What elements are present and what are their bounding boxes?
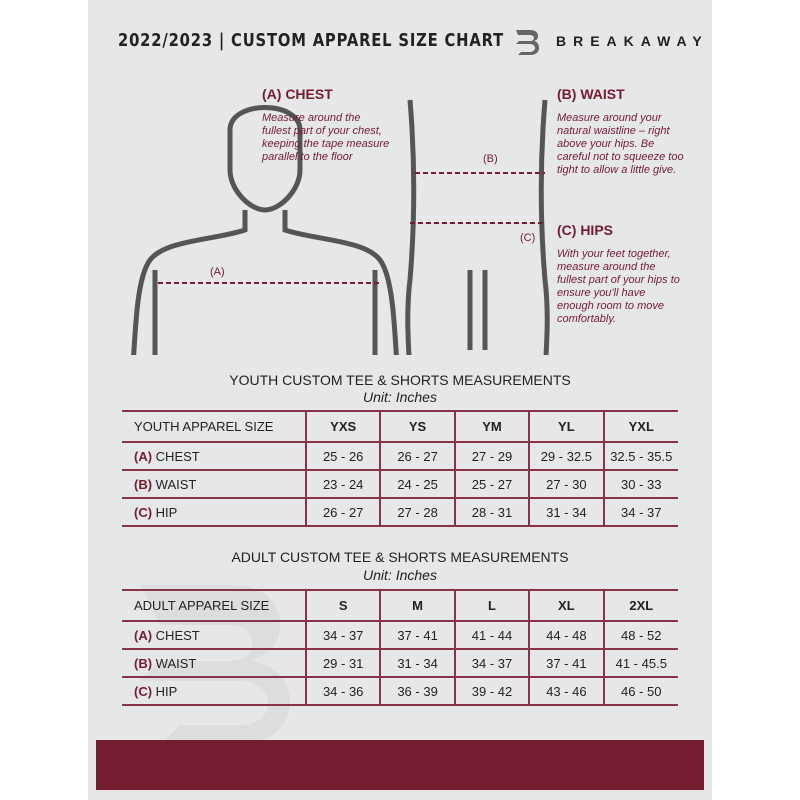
- table-header-row: ADULT APPAREL SIZE S M L XL 2XL: [122, 589, 678, 622]
- cell: 23 - 24: [304, 469, 381, 499]
- row-label: (C) HIP: [122, 676, 306, 706]
- cell: 32.5 - 35.5: [602, 441, 678, 471]
- row-label: (B) WAIST: [122, 469, 306, 499]
- cell: 25 - 27: [453, 469, 530, 499]
- size-header: M: [379, 589, 455, 622]
- waist-instructions: Measure around your natural waistline – …: [557, 112, 684, 176]
- table-row: (A) CHEST 34 - 37 37 - 41 41 - 44 44 - 48 48 …: [122, 620, 678, 650]
- cell: 24 - 25: [379, 469, 455, 499]
- cell: 31 - 34: [528, 497, 604, 527]
- cell: 37 - 41: [528, 648, 604, 678]
- size-header: XL: [528, 589, 604, 622]
- cell: 48 - 52: [602, 620, 678, 650]
- cell: 34 - 37: [602, 497, 678, 527]
- adult-size-table: ADULT APPAREL SIZE S M L XL 2XL (A) CHEST 34 -…: [122, 589, 678, 706]
- cell: 41 - 44: [453, 620, 530, 650]
- hips-instructions: With your feet together, measure around …: [557, 248, 680, 325]
- cell: 34 - 37: [304, 620, 381, 650]
- row-name: CHEST: [155, 448, 200, 464]
- size-header: L: [453, 589, 530, 622]
- breakaway-logo-icon: [516, 30, 539, 55]
- row-name: CHEST: [155, 627, 200, 643]
- waist-heading: (B) WAIST: [557, 86, 625, 102]
- cell: 34 - 37: [453, 648, 530, 678]
- chest-marker: (A): [210, 266, 225, 278]
- youth-unit: Unit: Inches: [363, 389, 437, 405]
- body-diagram: [131, 99, 550, 355]
- cell: 43 - 46: [528, 676, 604, 706]
- table-row: (B) WAIST 23 - 24 24 - 25 25 - 27 27 - 30 30 …: [122, 469, 678, 499]
- row-label: (C) HIP: [122, 497, 306, 527]
- cell: 44 - 48: [528, 620, 604, 650]
- cell: 41 - 45.5: [602, 648, 678, 678]
- table-row: (C) HIP 26 - 27 27 - 28 28 - 31 31 - 34 34 - …: [122, 497, 678, 527]
- size-header: 2XL: [602, 589, 678, 622]
- row-label: (A) CHEST: [122, 441, 306, 471]
- size-label: ADULT APPAREL SIZE: [122, 589, 306, 622]
- cell: 27 - 28: [379, 497, 455, 527]
- chest-instructions: Measure around the fullest part of your …: [262, 112, 390, 163]
- hips-heading: (C) HIPS: [557, 222, 613, 238]
- adult-table-title: ADULT CUSTOM TEE & SHORTS MEASUREMENTS: [231, 549, 569, 565]
- cell: 29 - 32.5: [528, 441, 604, 471]
- waist-marker: (B): [483, 153, 498, 165]
- row-name: HIP: [155, 504, 178, 520]
- cell: 29 - 31: [304, 648, 381, 678]
- cell: 28 - 31: [453, 497, 530, 527]
- cell: 26 - 27: [379, 441, 455, 471]
- cell: 31 - 34: [379, 648, 455, 678]
- cell: 27 - 29: [453, 441, 530, 471]
- table-row: (A) CHEST 25 - 26 26 - 27 27 - 29 29 - 32.5 3…: [122, 441, 678, 471]
- footer-band: [96, 740, 704, 790]
- table-row: (C) HIP 34 - 36 36 - 39 39 - 42 43 - 46 46 - …: [122, 676, 678, 706]
- size-header: YS: [379, 410, 455, 443]
- row-name: HIP: [155, 683, 178, 699]
- size-header: YL: [528, 410, 604, 443]
- size-header: S: [304, 589, 381, 622]
- cell: 30 - 33: [602, 469, 678, 499]
- row-name: WAIST: [155, 476, 197, 492]
- adult-unit: Unit: Inches: [363, 567, 437, 583]
- cell: 39 - 42: [453, 676, 530, 706]
- cell: 46 - 50: [602, 676, 678, 706]
- row-letter: (A): [134, 448, 153, 464]
- cell: 36 - 39: [379, 676, 455, 706]
- row-letter: (B): [134, 476, 153, 492]
- cell: 37 - 41: [379, 620, 455, 650]
- row-letter: (A): [134, 627, 153, 643]
- row-label: (A) CHEST: [122, 620, 306, 650]
- cell: 25 - 26: [304, 441, 381, 471]
- row-letter: (C): [134, 504, 153, 520]
- chest-heading: (A) CHEST: [262, 86, 333, 102]
- row-label: (B) WAIST: [122, 648, 306, 678]
- youth-table-title: YOUTH CUSTOM TEE & SHORTS MEASUREMENTS: [229, 372, 571, 388]
- row-name: WAIST: [155, 655, 197, 671]
- table-row: (B) WAIST 29 - 31 31 - 34 34 - 37 37 - 41 41 …: [122, 648, 678, 678]
- table-header-row: YOUTH APPAREL SIZE YXS YS YM YL YXL: [122, 410, 678, 443]
- page-title: 2022/2023 | CUSTOM APPAREL SIZE CHART: [118, 30, 505, 51]
- size-label: YOUTH APPAREL SIZE: [122, 410, 306, 443]
- cell: 27 - 30: [528, 469, 604, 499]
- brand-name: BREAKAWAY: [556, 33, 709, 49]
- cell: 26 - 27: [304, 497, 381, 527]
- size-header: YXS: [304, 410, 381, 443]
- cell: 34 - 36: [304, 676, 381, 706]
- hips-marker: (C): [520, 232, 536, 244]
- youth-size-table: YOUTH APPAREL SIZE YXS YS YM YL YXL (A) CHEST…: [122, 410, 678, 527]
- row-letter: (C): [134, 683, 153, 699]
- size-header: YXL: [602, 410, 678, 443]
- row-letter: (B): [134, 655, 153, 671]
- size-header: YM: [453, 410, 530, 443]
